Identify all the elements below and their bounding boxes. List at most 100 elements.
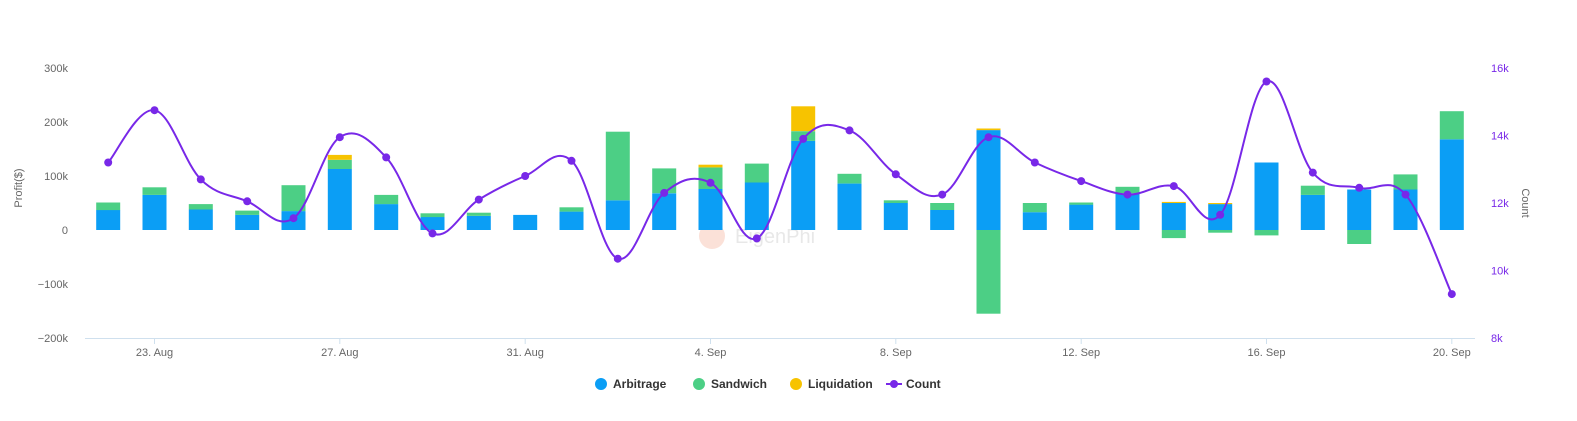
x-axis: 23. Aug 27. Aug 31. Aug 4. Sep 8. Sep 12. Sep… — [136, 338, 1471, 359]
x-tick-label: 27. Aug — [321, 347, 358, 359]
y-right-tick-label: 12k — [1491, 198, 1509, 210]
bar-sandwich — [96, 202, 121, 211]
bar-sandwich — [1022, 203, 1047, 213]
count-point — [938, 190, 947, 199]
bar-arbitrage — [374, 204, 399, 230]
count-point — [984, 133, 993, 142]
x-tick-label: 12. Sep — [1062, 347, 1100, 359]
bar-arbitrage — [1439, 139, 1464, 230]
bar-sandwich — [188, 204, 213, 210]
bar-liquidation — [1161, 201, 1186, 203]
y-tick-label: 0 — [62, 225, 68, 237]
y-tick-label: −200k — [38, 333, 69, 345]
count-point — [799, 134, 808, 143]
legend-count-marker-icon — [890, 380, 898, 388]
bar-arbitrage — [1254, 162, 1279, 230]
legend-arbitrage-swatch-icon — [595, 378, 607, 390]
bar-arbitrage — [652, 193, 677, 230]
count-point — [196, 175, 205, 184]
x-tick-label: 23. Aug — [136, 347, 173, 359]
count-point — [1030, 158, 1039, 167]
bar-arbitrage — [96, 210, 121, 230]
bar-sandwich — [1254, 230, 1279, 236]
bar-sandwich — [281, 185, 306, 212]
bar-sandwich — [466, 212, 491, 216]
bar-sandwich — [883, 200, 908, 203]
bar-arbitrage — [1161, 203, 1186, 230]
legend-sandwich-swatch-icon — [693, 378, 705, 390]
bar-liquidation — [1208, 203, 1233, 205]
y-right-tick-label: 8k — [1491, 333, 1503, 345]
bar-sandwich — [327, 159, 352, 169]
bar-sandwich — [1208, 230, 1233, 233]
count-point — [891, 170, 900, 179]
bar-arbitrage — [559, 211, 584, 230]
y-right-tick-label: 14k — [1491, 131, 1509, 143]
bar-liquidation — [791, 106, 816, 132]
bar-arbitrage — [513, 214, 538, 230]
bar-arbitrage — [1069, 204, 1094, 230]
count-point — [104, 158, 113, 167]
count-point — [1401, 190, 1410, 199]
bar-arbitrage — [235, 214, 260, 230]
bar-arbitrage — [142, 194, 167, 230]
x-tick-label: 20. Sep — [1433, 347, 1471, 359]
bar-arbitrage — [1300, 194, 1325, 230]
bar-arbitrage — [188, 209, 213, 230]
bar-sandwich — [559, 207, 584, 212]
bar-arbitrage — [1022, 212, 1047, 230]
watermark-text: EigenPhi — [735, 226, 815, 248]
count-point — [1355, 183, 1364, 192]
bar-arbitrage — [698, 189, 723, 230]
bar-sandwich — [420, 213, 445, 218]
count-point — [845, 126, 854, 135]
bar-sandwich — [837, 173, 862, 184]
legend-liquidation-swatch-icon — [790, 378, 802, 390]
count-point — [706, 178, 715, 187]
count-point — [474, 195, 483, 204]
bar-liquidation — [698, 164, 723, 168]
bar-sandwich — [1115, 186, 1140, 194]
bar-sandwich — [142, 187, 167, 195]
bar-arbitrage — [1347, 189, 1372, 230]
bar-arbitrage — [976, 130, 1001, 230]
count-point — [289, 214, 298, 223]
bar-arbitrage — [327, 169, 352, 230]
y-tick-label: 300k — [44, 63, 68, 75]
count-point — [521, 172, 530, 180]
count-point — [1077, 177, 1086, 186]
bar-sandwich — [374, 194, 399, 205]
y-axis-right: 16k 14k 12k 10k 8k — [1491, 63, 1509, 345]
bar-liquidation — [976, 128, 1001, 131]
count-point — [1308, 168, 1317, 177]
count-line — [107, 80, 1453, 295]
y-axis-title-right: Count — [1519, 188, 1531, 217]
bar-sandwich — [976, 230, 1001, 314]
bar-sandwich — [1347, 230, 1372, 244]
y-axis-title-left: Profit($) — [13, 168, 25, 207]
count-point — [1262, 77, 1271, 86]
count-point — [428, 229, 437, 238]
bar-sandwich — [1161, 230, 1186, 239]
y-tick-label: −100k — [38, 279, 69, 291]
bar-arbitrage — [883, 203, 908, 230]
y-tick-label: 200k — [44, 117, 68, 129]
x-tick-label: 8. Sep — [880, 347, 912, 359]
count-point — [1216, 210, 1225, 219]
y-right-tick-label: 16k — [1491, 63, 1509, 75]
x-tick-label: 4. Sep — [695, 347, 727, 359]
count-point — [752, 234, 761, 243]
count-point — [567, 156, 576, 165]
count-point — [613, 254, 622, 263]
count-line-layer — [104, 77, 1456, 299]
legend-label-liquidation: Liquidation — [808, 377, 873, 391]
bar-arbitrage — [466, 216, 491, 230]
bar-arbitrage — [420, 217, 445, 230]
bar-sandwich — [930, 203, 955, 210]
bar-sandwich — [1393, 174, 1418, 190]
count-point — [150, 106, 159, 115]
count-point — [660, 188, 669, 197]
bar-sandwich — [698, 167, 723, 189]
bar-arbitrage — [837, 183, 862, 230]
